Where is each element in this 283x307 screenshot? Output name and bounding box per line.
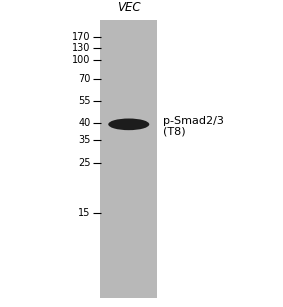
Text: (T8): (T8) [163, 126, 185, 136]
Text: p-Smad2/3: p-Smad2/3 [163, 116, 224, 126]
Text: 100: 100 [72, 55, 91, 65]
Text: VEC: VEC [117, 1, 141, 14]
Text: 130: 130 [72, 43, 91, 52]
Text: 170: 170 [72, 33, 91, 42]
Text: 25: 25 [78, 158, 91, 168]
Text: 35: 35 [78, 135, 91, 145]
Text: 40: 40 [78, 118, 91, 128]
Text: 55: 55 [78, 96, 91, 106]
Text: 15: 15 [78, 208, 91, 218]
Ellipse shape [108, 119, 149, 130]
Text: 70: 70 [78, 74, 91, 84]
Bar [100, 20, 157, 298]
